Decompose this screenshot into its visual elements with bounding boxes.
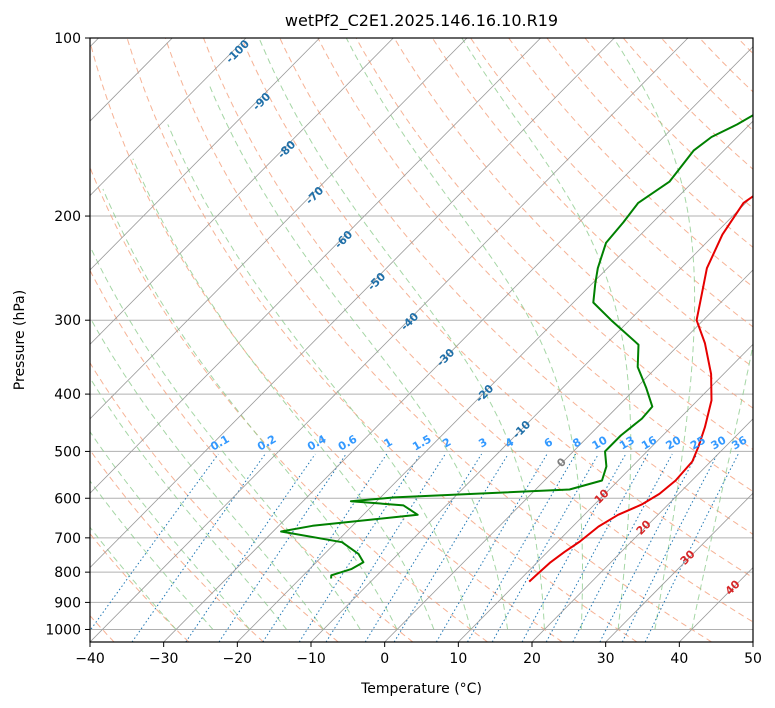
- mixing-ratio-line: [218, 453, 347, 642]
- x-tick-label: −30: [149, 651, 179, 667]
- dry-adiabat-line: [90, 39, 563, 642]
- moist-adiabat-line: [208, 84, 509, 630]
- x-axis-ticks: −40 −30 −20 −10 0 10 20 30 40 50: [75, 642, 762, 667]
- mixing-ratio-line: [262, 453, 388, 642]
- x-tick-label: −20: [223, 651, 253, 667]
- moist-adiabat-line: [90, 316, 324, 630]
- dry-adiabat-line: [90, 362, 339, 642]
- mixing-ratio-line: [185, 453, 316, 642]
- isotherm-line: [90, 38, 320, 271]
- dry-adiabat-line: [470, 38, 753, 328]
- moist-adiabat-line: [90, 526, 177, 630]
- y-tick-label: 300: [54, 313, 81, 329]
- dry-adiabat-line: [90, 269, 414, 642]
- y-tick-label: 200: [54, 209, 81, 225]
- y-axis-title: Pressure (hPa): [12, 290, 28, 390]
- y-tick-label: 800: [54, 565, 81, 581]
- moist-adiabat-line: [102, 188, 398, 630]
- dry-adiabat-line: [241, 38, 753, 579]
- moist-adiabat-line: [167, 124, 472, 630]
- x-tick-label: 0: [380, 651, 389, 667]
- temperature-profile-line: [528, 195, 753, 583]
- moist-adiabat-line: [90, 480, 214, 630]
- y-tick-label: 700: [54, 531, 81, 547]
- dry-adiabat-line: [317, 38, 753, 493]
- y-tick-label: 100: [54, 31, 81, 47]
- y-axis-ticks: 100 200 300 400 500 600 700 800 900 1000: [45, 31, 90, 638]
- dry-adiabat-line: [126, 38, 638, 642]
- moist-adiabat-line: [345, 38, 583, 630]
- dry-adiabat-line: [355, 38, 753, 451]
- moist-adiabat-line: [90, 377, 287, 630]
- isotherm-line: [310, 194, 753, 642]
- x-tick-label: 30: [597, 651, 615, 667]
- x-tick-label: 40: [670, 651, 688, 667]
- isotherm-line: [531, 418, 753, 642]
- moist-adiabat-line: [132, 158, 435, 630]
- dewpoint-profile-line: [280, 114, 753, 579]
- mixing-ratio-line: [467, 453, 577, 642]
- moist-adiabat-line: [258, 38, 545, 630]
- dry-adiabat-line: [203, 38, 753, 623]
- x-tick-label: −10: [296, 651, 326, 667]
- isotherm-line: [90, 38, 394, 345]
- mixing-ratio-line: [435, 453, 548, 642]
- mixing-ratio-line: [572, 453, 673, 642]
- skewed-isotherms: [90, 38, 753, 642]
- mixing-ratio-line: [545, 453, 649, 642]
- moist-adiabats: [90, 38, 753, 630]
- moist-adiabat-line: [90, 245, 361, 630]
- isotherm-line: [605, 492, 753, 642]
- profile-lines: [280, 114, 753, 583]
- x-tick-label: 50: [744, 651, 762, 667]
- moist-adiabat-line: [691, 342, 753, 630]
- mixing-ratio-line: [90, 453, 219, 632]
- isotherm-line: [90, 38, 615, 569]
- chart-title: wetPf2_C2E1.2025.146.16.10.R19: [285, 11, 558, 31]
- y-tick-label: 900: [54, 595, 81, 611]
- isotherm-line: [458, 343, 753, 642]
- y-tick-label: 600: [54, 491, 81, 507]
- isotherm-line: [90, 38, 689, 642]
- moist-adiabat-line: [461, 38, 632, 630]
- y-tick-label: 1000: [45, 622, 81, 638]
- dry-adiabat-line: [164, 38, 712, 642]
- isotherm-line: [163, 46, 753, 642]
- isotherm-line: [90, 38, 468, 420]
- isotherm-line: [384, 269, 753, 642]
- dry-adiabat-line: [508, 38, 753, 288]
- mixing-ratio-line: [298, 453, 421, 642]
- dry-adiabat-line: [90, 449, 264, 642]
- x-axis-title: Temperature (°C): [360, 681, 482, 697]
- plot-frame: [89, 37, 754, 643]
- isotherm-line: [90, 38, 247, 197]
- y-tick-label: 400: [54, 387, 81, 403]
- x-tick-label: 10: [449, 651, 467, 667]
- x-tick-label: −40: [75, 651, 105, 667]
- isotherm-line: [90, 38, 541, 494]
- x-tick-label: 20: [523, 651, 541, 667]
- mixing-ratio-line: [131, 453, 266, 642]
- moist-adiabat-line: [90, 430, 251, 630]
- dry-adiabat-line: [431, 38, 753, 368]
- y-tick-label: 500: [54, 444, 81, 460]
